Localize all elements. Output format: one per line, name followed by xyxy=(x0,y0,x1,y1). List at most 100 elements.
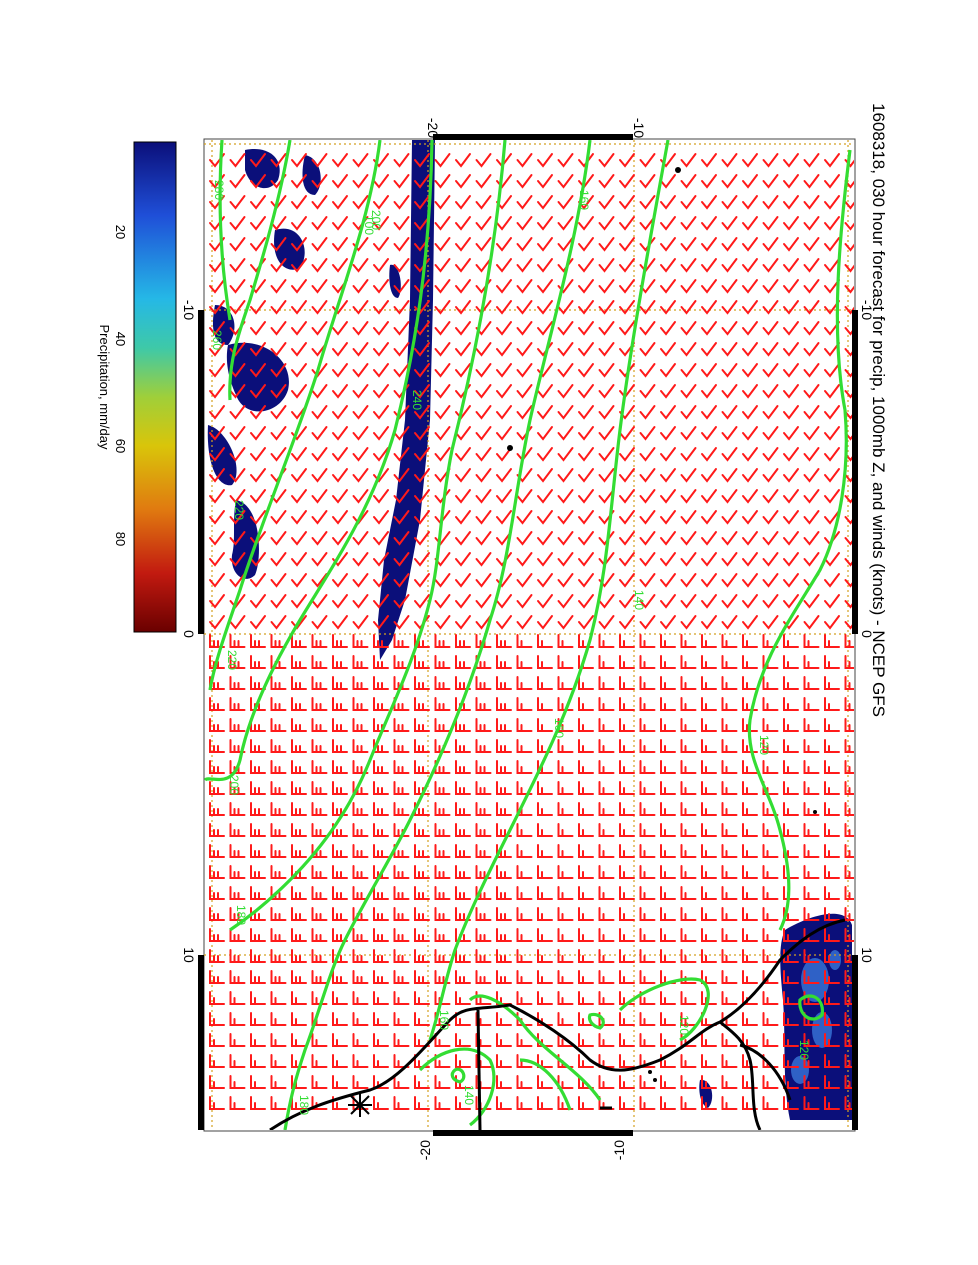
wind-barb xyxy=(455,300,471,315)
wind-barb xyxy=(578,739,594,753)
wind-barb xyxy=(578,1033,594,1047)
wind-barb xyxy=(496,1033,512,1047)
wind-barb xyxy=(578,865,594,879)
wind-barb xyxy=(373,174,389,189)
wind-barb xyxy=(824,405,840,420)
wind-barb xyxy=(783,970,799,984)
wind-barb xyxy=(455,195,471,210)
wind-barb xyxy=(209,1033,225,1047)
wind-barb xyxy=(660,510,676,525)
wind-barb xyxy=(537,907,553,921)
wind-barb xyxy=(680,615,697,630)
wind-barb xyxy=(680,802,697,816)
wind-barb xyxy=(373,321,389,336)
wind-barb xyxy=(352,844,369,858)
wind-barb xyxy=(742,594,758,609)
wind-barb xyxy=(291,363,307,378)
wind-barb xyxy=(762,510,779,525)
wind-barb xyxy=(660,760,676,774)
wind-barb xyxy=(270,405,287,420)
wind-barb xyxy=(803,489,820,504)
wind-barb xyxy=(578,594,594,609)
wind-barb xyxy=(619,279,635,294)
wind-barb xyxy=(250,489,266,504)
wind-barb xyxy=(680,510,697,525)
wind-barb xyxy=(209,739,225,753)
wind-barb xyxy=(332,300,348,315)
wind-barb xyxy=(742,489,758,504)
wind-barb xyxy=(844,306,854,315)
wind-barb xyxy=(742,468,758,483)
wind-barb xyxy=(557,1012,574,1026)
wind-barb xyxy=(557,489,574,504)
wind-barb xyxy=(229,928,246,942)
map-title: 1608318, 030 hour forecast for precip, 1… xyxy=(869,103,888,717)
wind-barb xyxy=(209,531,225,546)
wind-barb xyxy=(660,865,676,879)
wind-barb xyxy=(701,300,717,315)
wind-barb xyxy=(721,237,738,252)
wind-barb xyxy=(557,363,574,378)
wind-barb xyxy=(721,634,738,648)
wind-barb xyxy=(598,363,615,378)
wind-barb xyxy=(578,447,594,462)
wind-barb xyxy=(680,886,697,900)
wind-barb xyxy=(783,342,799,357)
wind-barb xyxy=(783,510,799,525)
wind-barb xyxy=(537,573,553,588)
wind-barb xyxy=(455,823,471,837)
wind-barb xyxy=(434,781,451,795)
wind-barb xyxy=(701,739,717,753)
wind-barb xyxy=(229,153,246,168)
wind-barb xyxy=(557,279,574,294)
coastline-main xyxy=(269,918,846,1130)
wind-barb xyxy=(783,991,799,1005)
wind-barb xyxy=(680,363,697,378)
wind-barb xyxy=(639,802,656,816)
wind-barb xyxy=(639,781,656,795)
wind-barb xyxy=(455,363,471,378)
wind-barb xyxy=(598,300,615,315)
wind-barb xyxy=(639,823,656,837)
wind-barb xyxy=(619,1033,635,1047)
wind-barb xyxy=(414,718,430,732)
wind-barb xyxy=(250,468,266,483)
wind-barb xyxy=(414,844,430,858)
wind-barb xyxy=(414,552,430,567)
wind-barb xyxy=(229,447,246,462)
wind-barb xyxy=(229,970,246,984)
wind-barb xyxy=(414,363,430,378)
wind-barb xyxy=(803,760,820,774)
wind-barb xyxy=(209,1075,225,1089)
wind-barb xyxy=(762,949,779,963)
wind-barb xyxy=(311,300,328,315)
wind-barb xyxy=(434,615,451,630)
wind-barb xyxy=(209,552,225,567)
wind-barb xyxy=(229,216,246,231)
wind-barb xyxy=(250,739,266,753)
wind-barb xyxy=(701,781,717,795)
wind-barb xyxy=(557,928,574,942)
wind-barb xyxy=(496,970,512,984)
wind-barb xyxy=(373,363,389,378)
wind-barb xyxy=(291,447,307,462)
wind-barb xyxy=(578,970,594,984)
wind-barb xyxy=(270,970,287,984)
wind-barb xyxy=(598,174,615,189)
wind-barb xyxy=(680,153,697,168)
wind-barb xyxy=(250,300,266,315)
wind-barb xyxy=(455,174,471,189)
wind-barb xyxy=(783,1054,799,1068)
wind-barb xyxy=(352,489,369,504)
wind-barb xyxy=(229,844,246,858)
contour-label: 280 xyxy=(212,180,226,200)
wind-barb xyxy=(352,655,369,669)
wind-barb xyxy=(270,321,287,336)
wind-barb xyxy=(660,426,676,441)
wind-barb xyxy=(721,615,738,630)
wind-barb xyxy=(291,573,307,588)
wind-barb xyxy=(762,153,779,168)
wind-barb xyxy=(660,1033,676,1047)
wind-barb xyxy=(680,237,697,252)
left-tick-label: 10 xyxy=(181,947,197,963)
